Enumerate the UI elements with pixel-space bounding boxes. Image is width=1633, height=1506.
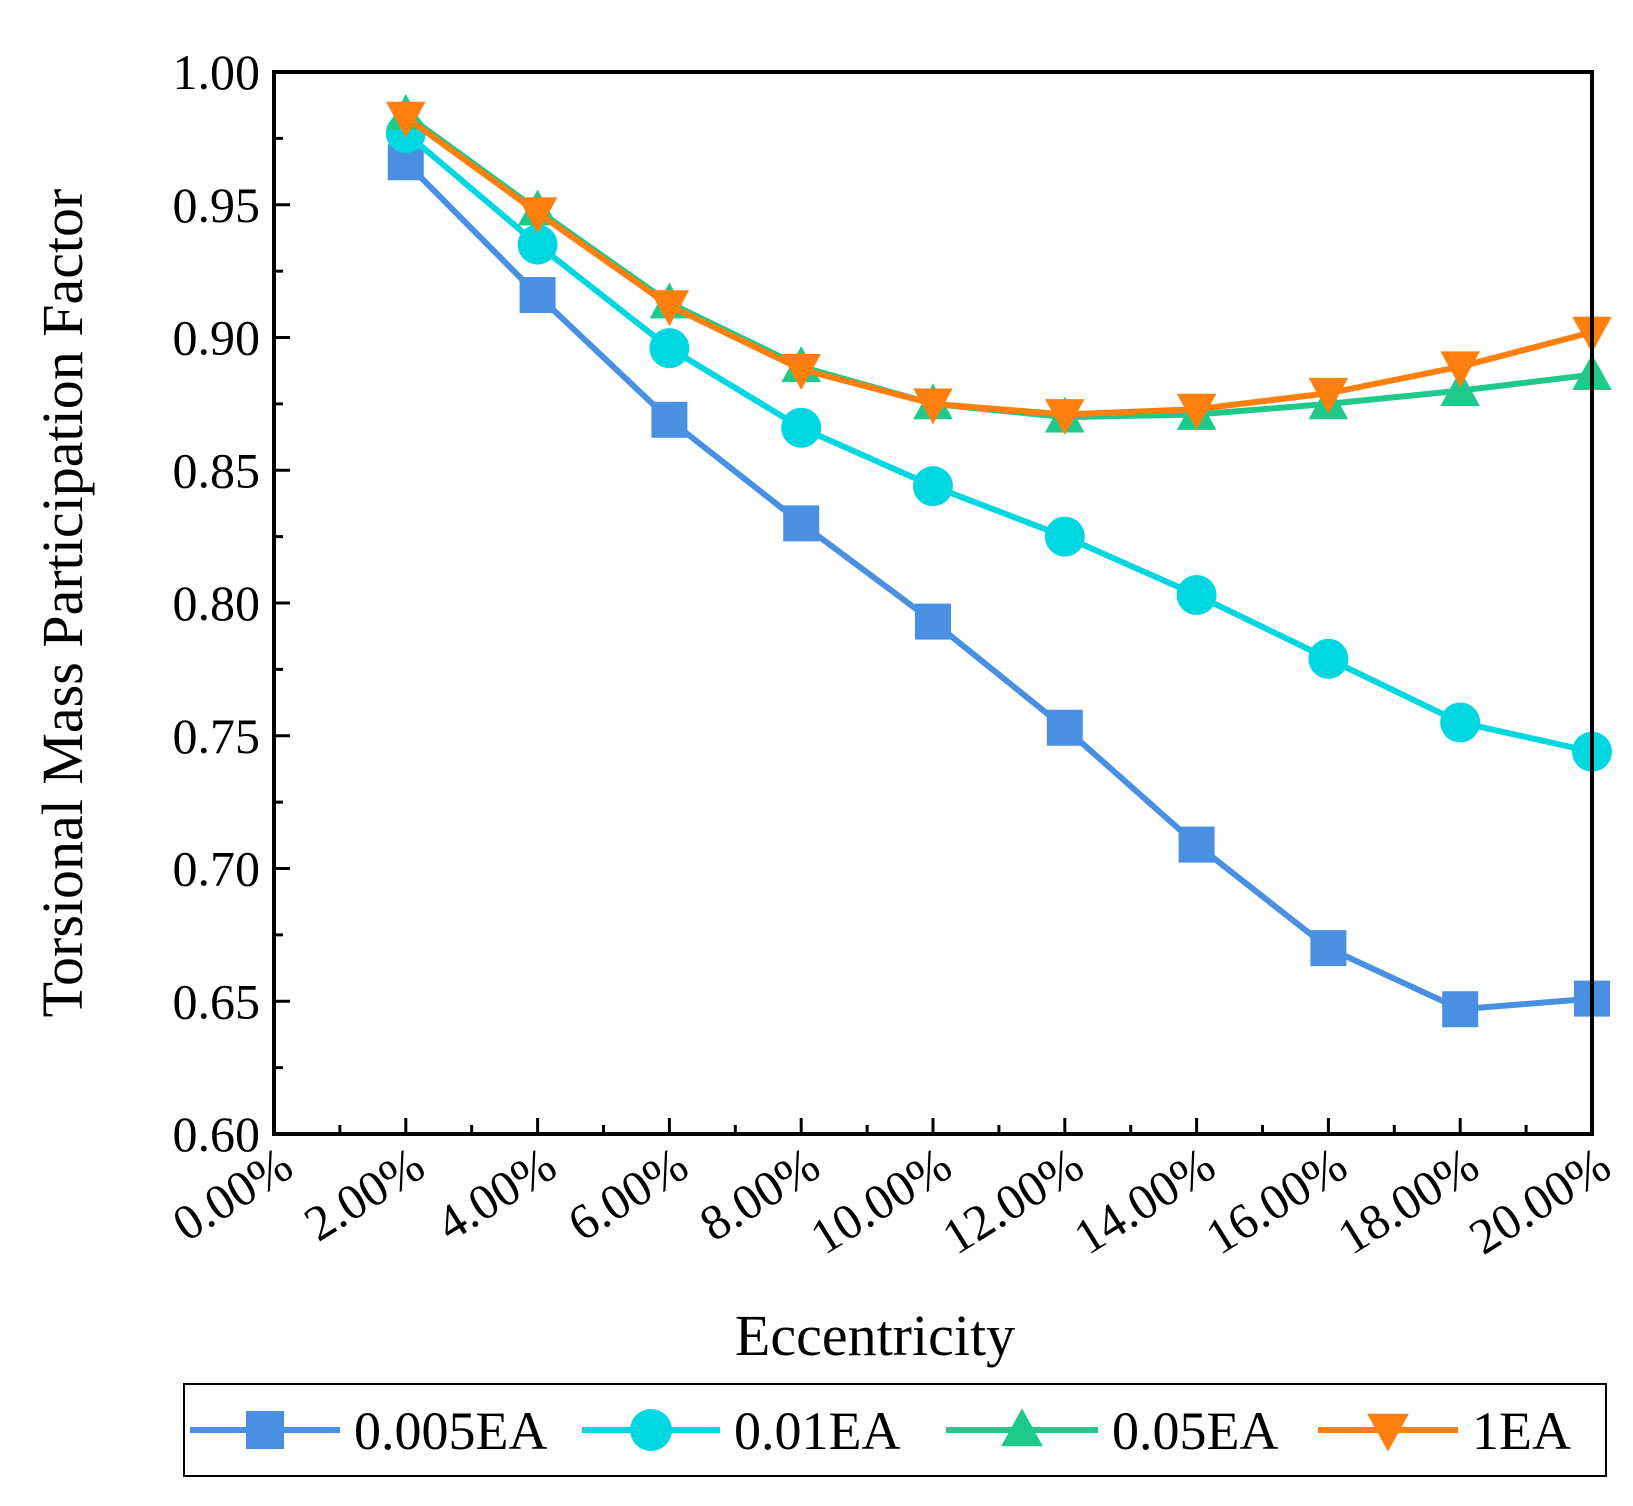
data-point-1-4 bbox=[913, 466, 953, 507]
data-point-3-4 bbox=[913, 388, 953, 425]
series-layer bbox=[385, 93, 1612, 1028]
y-tick-label: 1.00 bbox=[173, 44, 261, 100]
legend-item: 1EA bbox=[1318, 1401, 1571, 1461]
data-point-3-6 bbox=[1176, 393, 1217, 430]
y-tick-label: 0.90 bbox=[173, 310, 261, 366]
x-axis-title: Eccentricity bbox=[735, 1303, 1015, 1368]
data-point-3-8 bbox=[1440, 351, 1480, 388]
y-tick-label: 0.65 bbox=[173, 973, 261, 1029]
data-point-1-3 bbox=[781, 407, 822, 448]
legend: 0.005EA 0.01EA 0.05EA 1EA bbox=[183, 1383, 1607, 1477]
data-point-3-5 bbox=[1045, 399, 1085, 436]
series-line-0 bbox=[403, 160, 1593, 1013]
data-point-2-8 bbox=[1440, 370, 1480, 406]
legend-label: 0.005EA bbox=[354, 1401, 547, 1461]
legend-label: 0.01EA bbox=[734, 1401, 900, 1461]
data-point-0-3 bbox=[783, 505, 820, 542]
data-point-1-6 bbox=[1176, 575, 1217, 616]
data-point-0-8 bbox=[1442, 991, 1479, 1028]
legend-marker bbox=[246, 1411, 284, 1449]
legend-marker bbox=[630, 1409, 672, 1451]
legend-item: 0.01EA bbox=[582, 1401, 900, 1461]
series-1EA bbox=[386, 101, 1612, 436]
legend-label: 0.05EA bbox=[1112, 1401, 1278, 1461]
y-axis-title: Torsional Mass Participation Factor bbox=[30, 189, 95, 1018]
series-line-1 bbox=[403, 130, 1593, 755]
data-point-3-3 bbox=[781, 353, 821, 390]
data-point-3-0 bbox=[386, 101, 426, 138]
y-tick-label: 0.70 bbox=[173, 841, 261, 897]
y-tick-label: 0.80 bbox=[173, 575, 261, 631]
legend-marker bbox=[1367, 1413, 1409, 1452]
data-point-0-2 bbox=[651, 401, 688, 438]
data-point-3-1 bbox=[517, 197, 558, 234]
y-tick-label: 0.60 bbox=[173, 1106, 261, 1162]
legend-label: 1EA bbox=[1472, 1401, 1571, 1461]
data-point-3-7 bbox=[1308, 377, 1349, 414]
data-point-1-2 bbox=[649, 328, 690, 369]
series-line-3 bbox=[404, 114, 1593, 418]
y-tick-label: 0.95 bbox=[173, 177, 261, 233]
data-point-0-7 bbox=[1310, 930, 1347, 967]
data-point-0-4 bbox=[915, 603, 951, 640]
data-point-1-5 bbox=[1044, 516, 1085, 557]
data-point-1-8 bbox=[1440, 702, 1481, 743]
data-point-0-1 bbox=[519, 277, 556, 314]
series-0.01EA bbox=[385, 113, 1612, 772]
legend-item: 0.005EA bbox=[190, 1401, 547, 1461]
data-point-3-2 bbox=[649, 290, 690, 327]
legend-marker bbox=[1001, 1408, 1043, 1447]
data-point-1-1 bbox=[517, 224, 558, 265]
data-point-1-7 bbox=[1308, 638, 1349, 679]
legend-item: 0.05EA bbox=[946, 1401, 1278, 1461]
data-point-0-6 bbox=[1178, 826, 1215, 863]
data-point-0-5 bbox=[1046, 709, 1083, 746]
y-tick-label: 0.75 bbox=[173, 708, 261, 764]
y-tick-label: 0.85 bbox=[173, 442, 261, 498]
